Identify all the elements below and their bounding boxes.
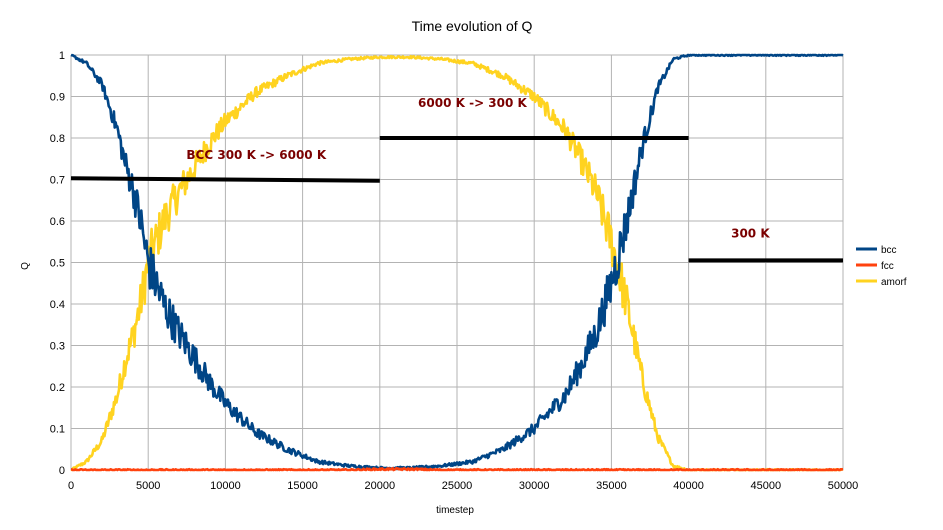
y-tick-label: 0 [59, 465, 65, 477]
x-tick-label: 25000 [442, 480, 473, 492]
y-axis-title: Q [20, 262, 31, 270]
y-tick-label: 0.7 [50, 175, 65, 187]
grid [70, 54, 844, 471]
x-tick-label: 30000 [519, 480, 550, 492]
x-tick-label: 35000 [596, 480, 627, 492]
x-tick-label: 40000 [673, 480, 704, 492]
series-line-bcc [70, 53, 844, 471]
series-layer [70, 53, 844, 472]
x-tick-label: 50000 [828, 480, 859, 492]
annotations: BCC 300 K -> 6000 K 6000 K -> 300 K 300 K [70, 96, 843, 263]
legend-label-bcc: bcc [881, 245, 897, 256]
annotation-label: 300 K [731, 227, 770, 241]
y-tick-label: 0.1 [50, 424, 65, 436]
y-tick-label: 0.6 [50, 216, 65, 228]
y-tick-label: 1 [59, 50, 65, 62]
x-tick-label: 0 [68, 480, 74, 492]
x-tick-label: 5000 [136, 480, 160, 492]
x-axis-title: timestep [436, 505, 474, 516]
y-tick-label: 0.2 [50, 382, 65, 394]
y-tick-label: 0.4 [50, 299, 65, 311]
chart-title: Time evolution of Q [412, 18, 533, 34]
annotation-label: BCC 300 K -> 6000 K [186, 148, 326, 162]
x-tick-label: 20000 [365, 480, 396, 492]
legend-label-fcc: fcc [881, 261, 894, 272]
x-tick-label: 45000 [751, 480, 782, 492]
series-line-fcc [70, 466, 844, 472]
y-tick-label: 0.3 [50, 341, 65, 353]
tick-labels: 0 0.1 0.2 0.3 0.4 0.5 0.6 0.7 0.8 0.9 1 0 5000 10000 1… [50, 50, 859, 492]
x-tick-label: 15000 [287, 480, 318, 492]
y-tick-label: 0.5 [50, 258, 65, 270]
legend-label-amorf: amorf [881, 277, 907, 288]
x-tick-label: 10000 [210, 480, 241, 492]
annotation-line [70, 176, 380, 183]
y-tick-label: 0.9 [50, 92, 65, 104]
y-tick-label: 0.8 [50, 133, 65, 145]
annotation-label: 6000 K -> 300 K [418, 96, 527, 110]
legend: bcc fcc amorf [856, 245, 907, 288]
